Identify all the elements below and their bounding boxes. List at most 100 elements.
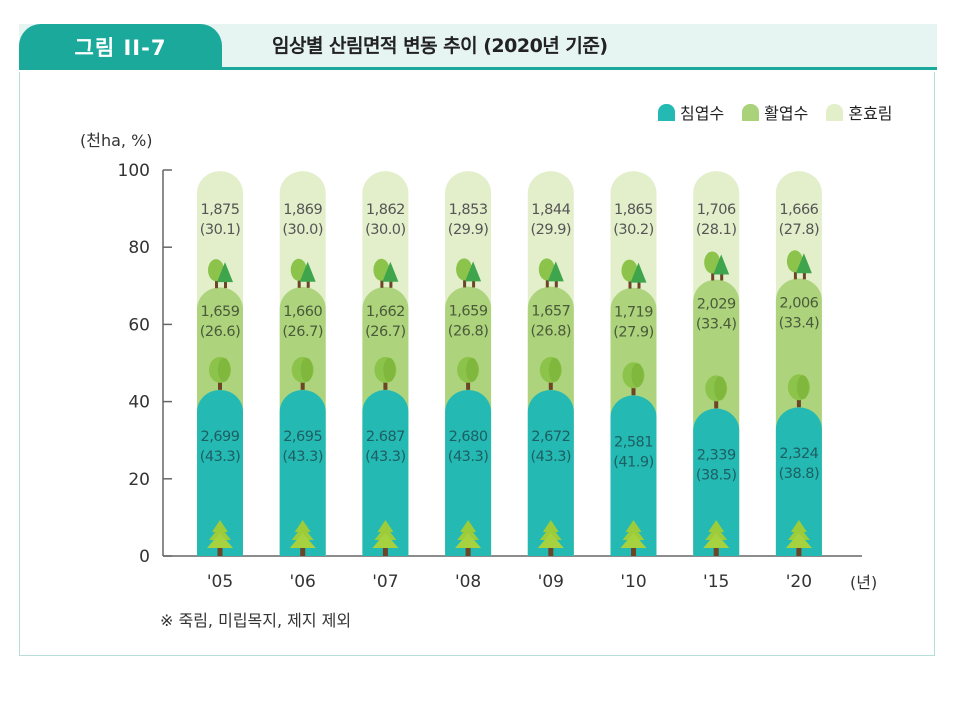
tree-tier bbox=[547, 261, 564, 282]
data-label-value: 2,699 bbox=[200, 429, 239, 445]
data-label-value: 1,666 bbox=[779, 202, 818, 218]
data-label-value: 2,672 bbox=[531, 429, 570, 445]
data-label-percent: (26.6) bbox=[200, 324, 241, 340]
tree-tier bbox=[537, 533, 564, 548]
data-label-percent: (27.9) bbox=[613, 325, 654, 341]
tree-crown-shade bbox=[631, 363, 644, 388]
data-label-percent: (43.3) bbox=[448, 449, 489, 465]
tree-trunk bbox=[637, 280, 641, 289]
data-label-value: 1,659 bbox=[200, 304, 239, 320]
mixed-forest-icon bbox=[704, 251, 730, 281]
tree-trunk bbox=[714, 399, 719, 409]
mixed-forest-icon bbox=[456, 258, 482, 288]
data-label-percent: (43.3) bbox=[530, 449, 571, 465]
legend-item-coniferous: 침엽수 bbox=[658, 100, 724, 124]
data-label-percent: (41.9) bbox=[613, 454, 654, 470]
conifer-tree-icon bbox=[455, 520, 482, 556]
figure-label: 그림 II-7 bbox=[74, 36, 167, 60]
x-axis-unit: (년) bbox=[850, 573, 878, 592]
broadleaf-tree-icon bbox=[374, 356, 397, 390]
tree-trunk bbox=[554, 279, 558, 288]
tree-tier bbox=[465, 261, 482, 282]
tree-trunk bbox=[306, 279, 310, 288]
x-tick-label: '07 bbox=[372, 572, 398, 592]
data-label-value: 1,719 bbox=[614, 305, 653, 321]
x-tick-label: '20 bbox=[786, 572, 812, 592]
tree-tier bbox=[785, 533, 812, 548]
data-label-percent: (29.9) bbox=[530, 222, 571, 238]
conifer-tree-icon bbox=[785, 520, 812, 556]
tree-crown-shade bbox=[796, 375, 809, 400]
data-label-value: 2.687 bbox=[366, 429, 405, 445]
tree-crown-shade bbox=[714, 376, 727, 401]
y-tick-label: 100 bbox=[118, 161, 150, 181]
legend-swatch-coniferous bbox=[658, 103, 675, 121]
mixed-forest-icon bbox=[786, 250, 812, 280]
x-tick-label: '09 bbox=[538, 572, 564, 592]
data-label-value: 1,844 bbox=[531, 202, 570, 218]
tree-tier bbox=[217, 262, 233, 283]
x-tick-label: '15 bbox=[703, 572, 729, 592]
mixed-forest-icon bbox=[290, 258, 316, 288]
tree-trunk bbox=[802, 271, 806, 280]
bar-coniferous bbox=[775, 407, 822, 556]
tree-tier bbox=[455, 533, 482, 548]
chart-frame bbox=[19, 72, 935, 656]
x-tick-label: '05 bbox=[207, 572, 233, 592]
data-label-value: 1,869 bbox=[283, 202, 322, 218]
tree-trunk bbox=[300, 547, 306, 556]
tree-trunk bbox=[297, 277, 301, 288]
figure-title: 임상별 산림면적 변동 추이 (2020년 기준) bbox=[272, 35, 608, 57]
y-tick-label: 60 bbox=[128, 315, 150, 335]
tree-trunk bbox=[720, 272, 724, 281]
mixed-forest-icon bbox=[373, 258, 399, 288]
data-label-value: 1,660 bbox=[283, 304, 322, 320]
data-label-percent: (30.2) bbox=[613, 222, 654, 238]
data-label-percent: (38.8) bbox=[779, 466, 820, 482]
legend-item-mixed: 혼효림 bbox=[826, 100, 893, 124]
tree-trunk bbox=[383, 380, 388, 390]
bar-coniferous bbox=[197, 390, 244, 556]
data-label-value: 2,339 bbox=[697, 447, 736, 463]
data-label-value: 1,875 bbox=[200, 202, 239, 218]
tree-tier bbox=[630, 262, 647, 283]
data-label-percent: (26.8) bbox=[530, 323, 571, 339]
data-label-percent: (33.4) bbox=[779, 315, 820, 331]
broadleaf-tree-icon bbox=[787, 374, 810, 408]
broadleaf-tree-icon bbox=[539, 356, 562, 390]
tree-trunk bbox=[793, 269, 797, 280]
x-tick-label: '08 bbox=[455, 572, 481, 592]
data-label-percent: (43.3) bbox=[365, 449, 406, 465]
data-label-percent: (29.9) bbox=[448, 222, 489, 238]
broadleaf-tree-icon bbox=[705, 375, 728, 409]
bar-group bbox=[775, 171, 822, 556]
tree-crown-shade bbox=[383, 357, 396, 382]
title-underline bbox=[19, 67, 937, 70]
y-tick-label: 40 bbox=[128, 393, 150, 413]
bar-group bbox=[693, 171, 740, 556]
data-label-percent: (43.3) bbox=[282, 449, 323, 465]
bar-coniferous bbox=[610, 395, 657, 556]
data-label-value: 1,706 bbox=[697, 202, 736, 218]
conifer-tree-icon bbox=[207, 520, 233, 556]
y-axis-unit: (천ha, %) bbox=[80, 131, 153, 150]
legend-swatch-broadleaf bbox=[742, 103, 760, 121]
mixed-forest-icon bbox=[208, 259, 233, 289]
tree-trunk bbox=[472, 279, 476, 288]
tree-trunk bbox=[382, 547, 388, 556]
data-label-percent: (30.1) bbox=[200, 222, 241, 238]
bar-coniferous bbox=[362, 390, 409, 556]
conifer-tree-icon bbox=[537, 520, 564, 556]
tree-tier bbox=[299, 261, 316, 282]
data-label-value: 2,581 bbox=[614, 434, 653, 450]
broadleaf-tree-icon bbox=[622, 362, 645, 396]
tree-tier bbox=[703, 533, 730, 548]
data-label-percent: (27.8) bbox=[779, 222, 820, 238]
tree-tier bbox=[382, 261, 399, 282]
data-label-value: 2,029 bbox=[697, 296, 736, 312]
data-label-value: 1,862 bbox=[366, 202, 405, 218]
data-label-value: 1,659 bbox=[449, 303, 488, 319]
data-label-percent: (26.7) bbox=[282, 324, 323, 340]
data-label-value: 2,680 bbox=[449, 429, 488, 445]
data-label-percent: (30.0) bbox=[365, 222, 406, 238]
